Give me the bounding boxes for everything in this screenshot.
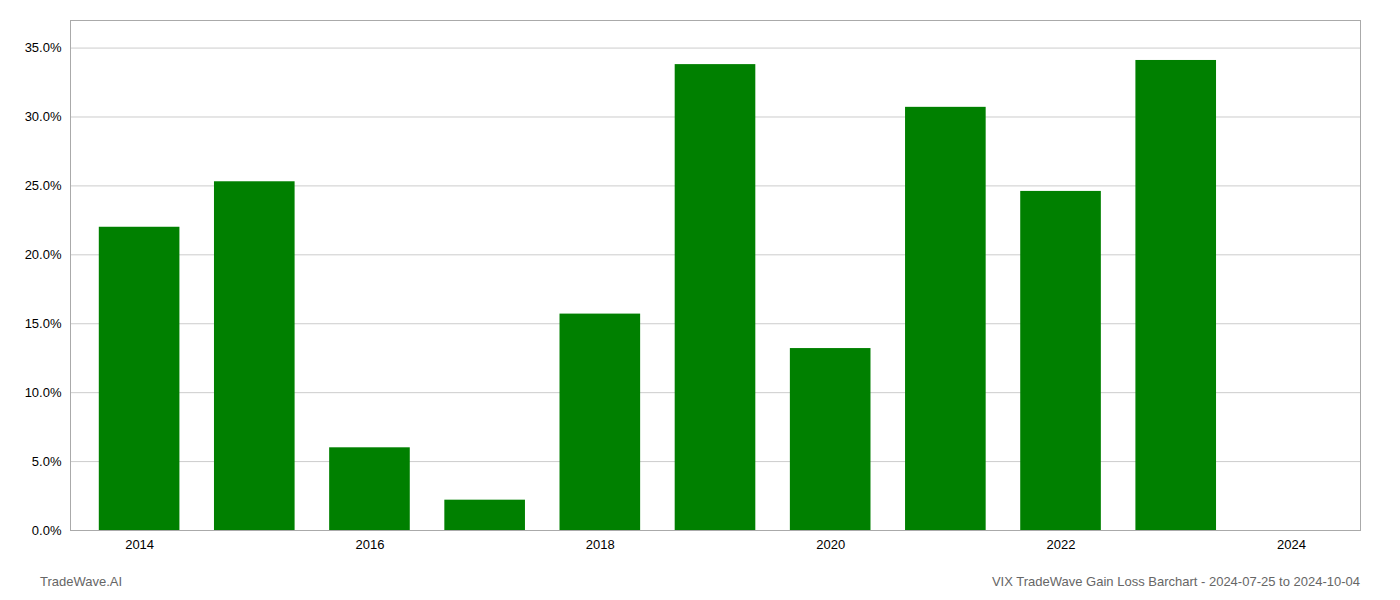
svg-text:30.0%: 30.0%	[25, 109, 62, 124]
svg-text:2014: 2014	[125, 537, 154, 552]
svg-text:5.0%: 5.0%	[32, 454, 62, 469]
svg-text:10.0%: 10.0%	[25, 385, 62, 400]
html-text:TradeWave.AI: TradeWave.AI	[40, 574, 123, 589]
svg-text:2024: 2024	[1277, 537, 1306, 552]
svg-text:2018: 2018	[586, 537, 615, 552]
svg-text:2016: 2016	[356, 537, 385, 552]
svg-text:0.0%: 0.0%	[32, 523, 62, 538]
svg-text:35.0%: 35.0%	[25, 40, 62, 55]
svg-text:2020: 2020	[816, 537, 845, 552]
svg-text:25.0%: 25.0%	[25, 178, 62, 193]
svg-text:20.0%: 20.0%	[25, 247, 62, 262]
svg-text:15.0%: 15.0%	[25, 316, 62, 331]
svg-text:2022: 2022	[1047, 537, 1076, 552]
html-text:VIX TradeWave Gain Loss Barcha: VIX TradeWave Gain Loss Barchart - 2024-…	[991, 574, 1360, 589]
